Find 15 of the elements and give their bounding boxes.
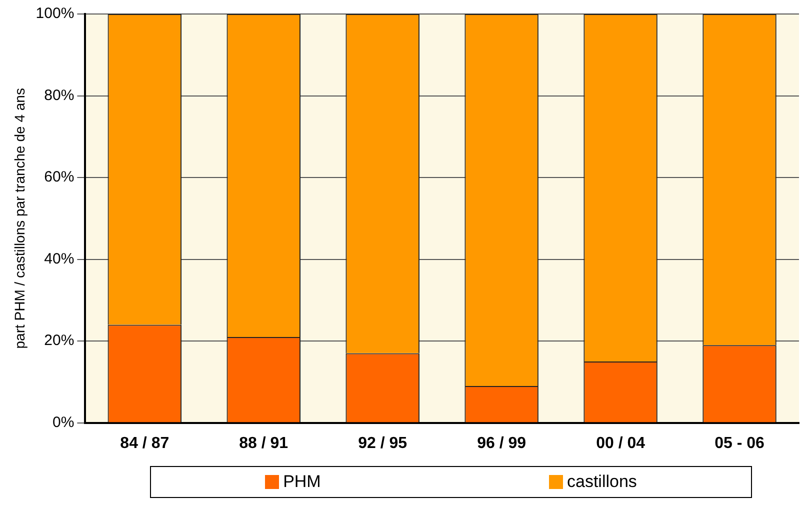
legend-label: PHM <box>283 472 321 492</box>
x-tick-label: 92 / 95 <box>358 434 408 452</box>
y-tick-label: 20% <box>44 332 74 350</box>
y-tick-label: 40% <box>44 250 74 268</box>
x-tick-label: 84 / 87 <box>120 434 170 452</box>
y-tick-label: 0% <box>52 414 74 431</box>
y-tick-label: 60% <box>44 168 74 186</box>
x-tick-label: 00 / 04 <box>596 434 646 452</box>
x-tick-label: 88 / 91 <box>239 434 288 452</box>
y-axis-title: part PHM / castillons par tranche de 4 ans <box>11 88 28 349</box>
x-tick-label: 05 - 06 <box>714 434 765 452</box>
legend-label: castillons <box>566 472 637 492</box>
y-tick-label: 80% <box>44 86 74 104</box>
y-tick-label: 100% <box>36 5 74 22</box>
x-tick-label: 96 / 99 <box>477 434 526 452</box>
